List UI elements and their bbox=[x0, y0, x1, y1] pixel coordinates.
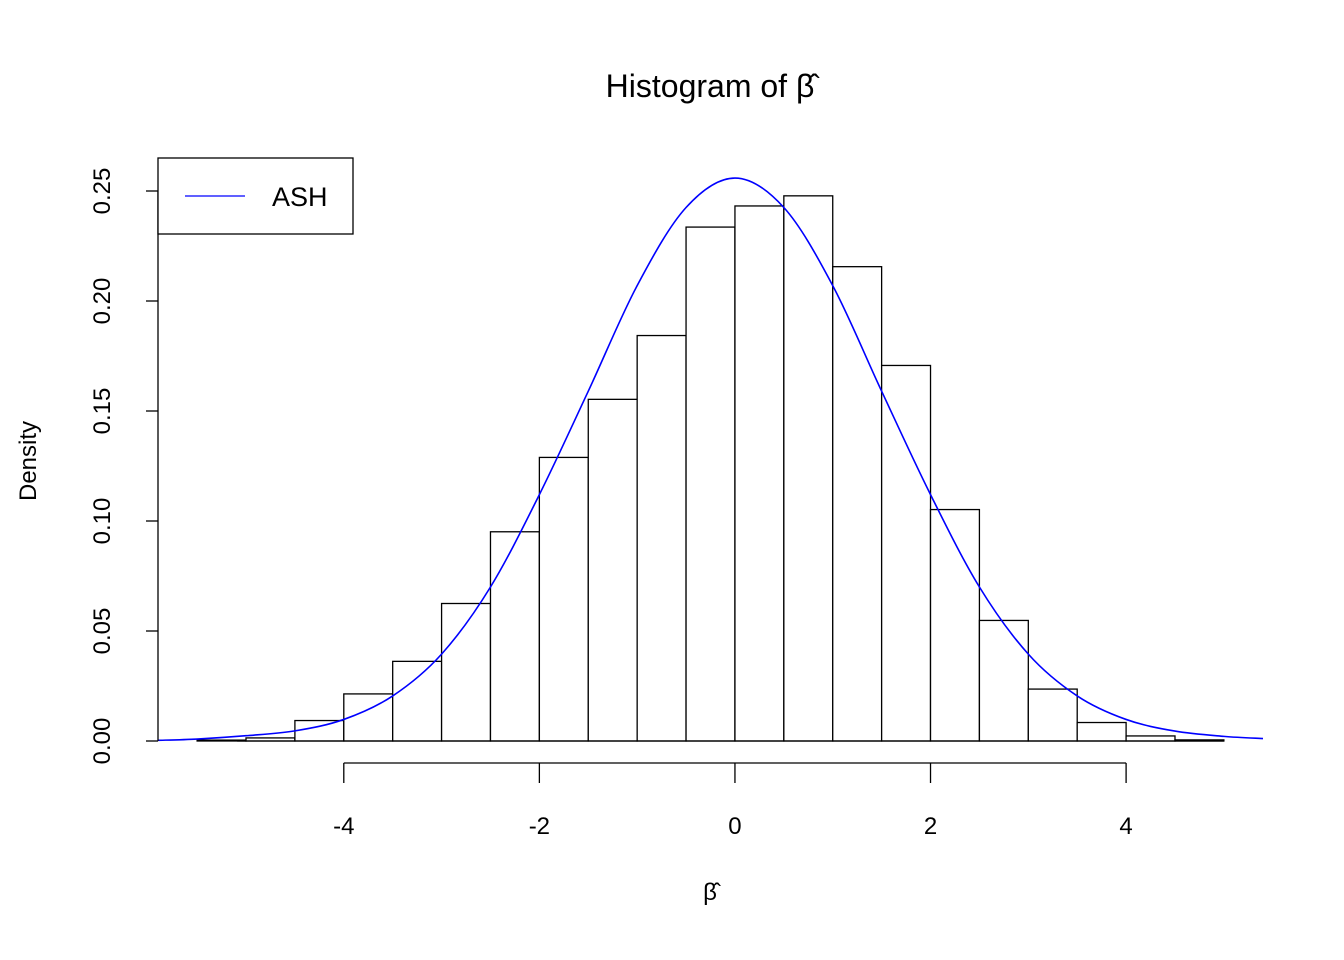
x-tick-label: -2 bbox=[529, 813, 550, 840]
histogram-bar-19 bbox=[1125, 735, 1176, 742]
x-axis: -4 -2 0 2 4 bbox=[237, 740, 1224, 840]
histogram-bar-9 bbox=[636, 334, 687, 742]
histogram-bar-10 bbox=[685, 226, 736, 742]
histogram-bar-12 bbox=[783, 195, 834, 742]
histogram-bar-18 bbox=[1076, 721, 1127, 742]
x-axis-title: β̂ bbox=[703, 879, 721, 906]
legend: ASH bbox=[157, 157, 354, 235]
histogram-bar-16 bbox=[978, 619, 1029, 742]
y-tick-label: 0.15 bbox=[89, 388, 116, 435]
x-tick-label: -4 bbox=[333, 813, 354, 840]
ash-curve-layer bbox=[157, 177, 1264, 742]
histogram-bars bbox=[196, 195, 1225, 742]
chart-title: Histogram of β̂ bbox=[606, 68, 821, 104]
y-axis-title: Density bbox=[15, 421, 42, 501]
y-axis: 0.00 0.05 0.10 0.15 0.20 0.25 bbox=[89, 168, 159, 765]
histogram-bar-7 bbox=[538, 456, 589, 742]
histogram-bar-15 bbox=[929, 508, 981, 742]
histogram-bar-13 bbox=[832, 266, 883, 742]
x-tick-label: 0 bbox=[728, 813, 741, 840]
histogram-bar-4 bbox=[392, 660, 443, 742]
histogram-bar-11 bbox=[734, 205, 785, 742]
y-tick-label: 0.05 bbox=[89, 608, 116, 655]
histogram-bar-6 bbox=[489, 531, 541, 742]
histogram-bar-14 bbox=[880, 364, 932, 742]
histogram-bar-17 bbox=[1027, 688, 1078, 742]
x-tick-label: 4 bbox=[1119, 813, 1132, 840]
legend-label-ash: ASH bbox=[272, 182, 328, 212]
y-tick-label: 0.00 bbox=[89, 718, 116, 765]
histogram-bar-8 bbox=[587, 398, 638, 742]
y-tick-label: 0.20 bbox=[89, 278, 116, 325]
ash-density-curve bbox=[157, 177, 1264, 742]
y-tick-label: 0.10 bbox=[89, 498, 116, 545]
x-tick-label: 2 bbox=[924, 813, 937, 840]
histogram-bar-2 bbox=[294, 719, 345, 742]
y-tick-label: 0.25 bbox=[89, 168, 116, 215]
